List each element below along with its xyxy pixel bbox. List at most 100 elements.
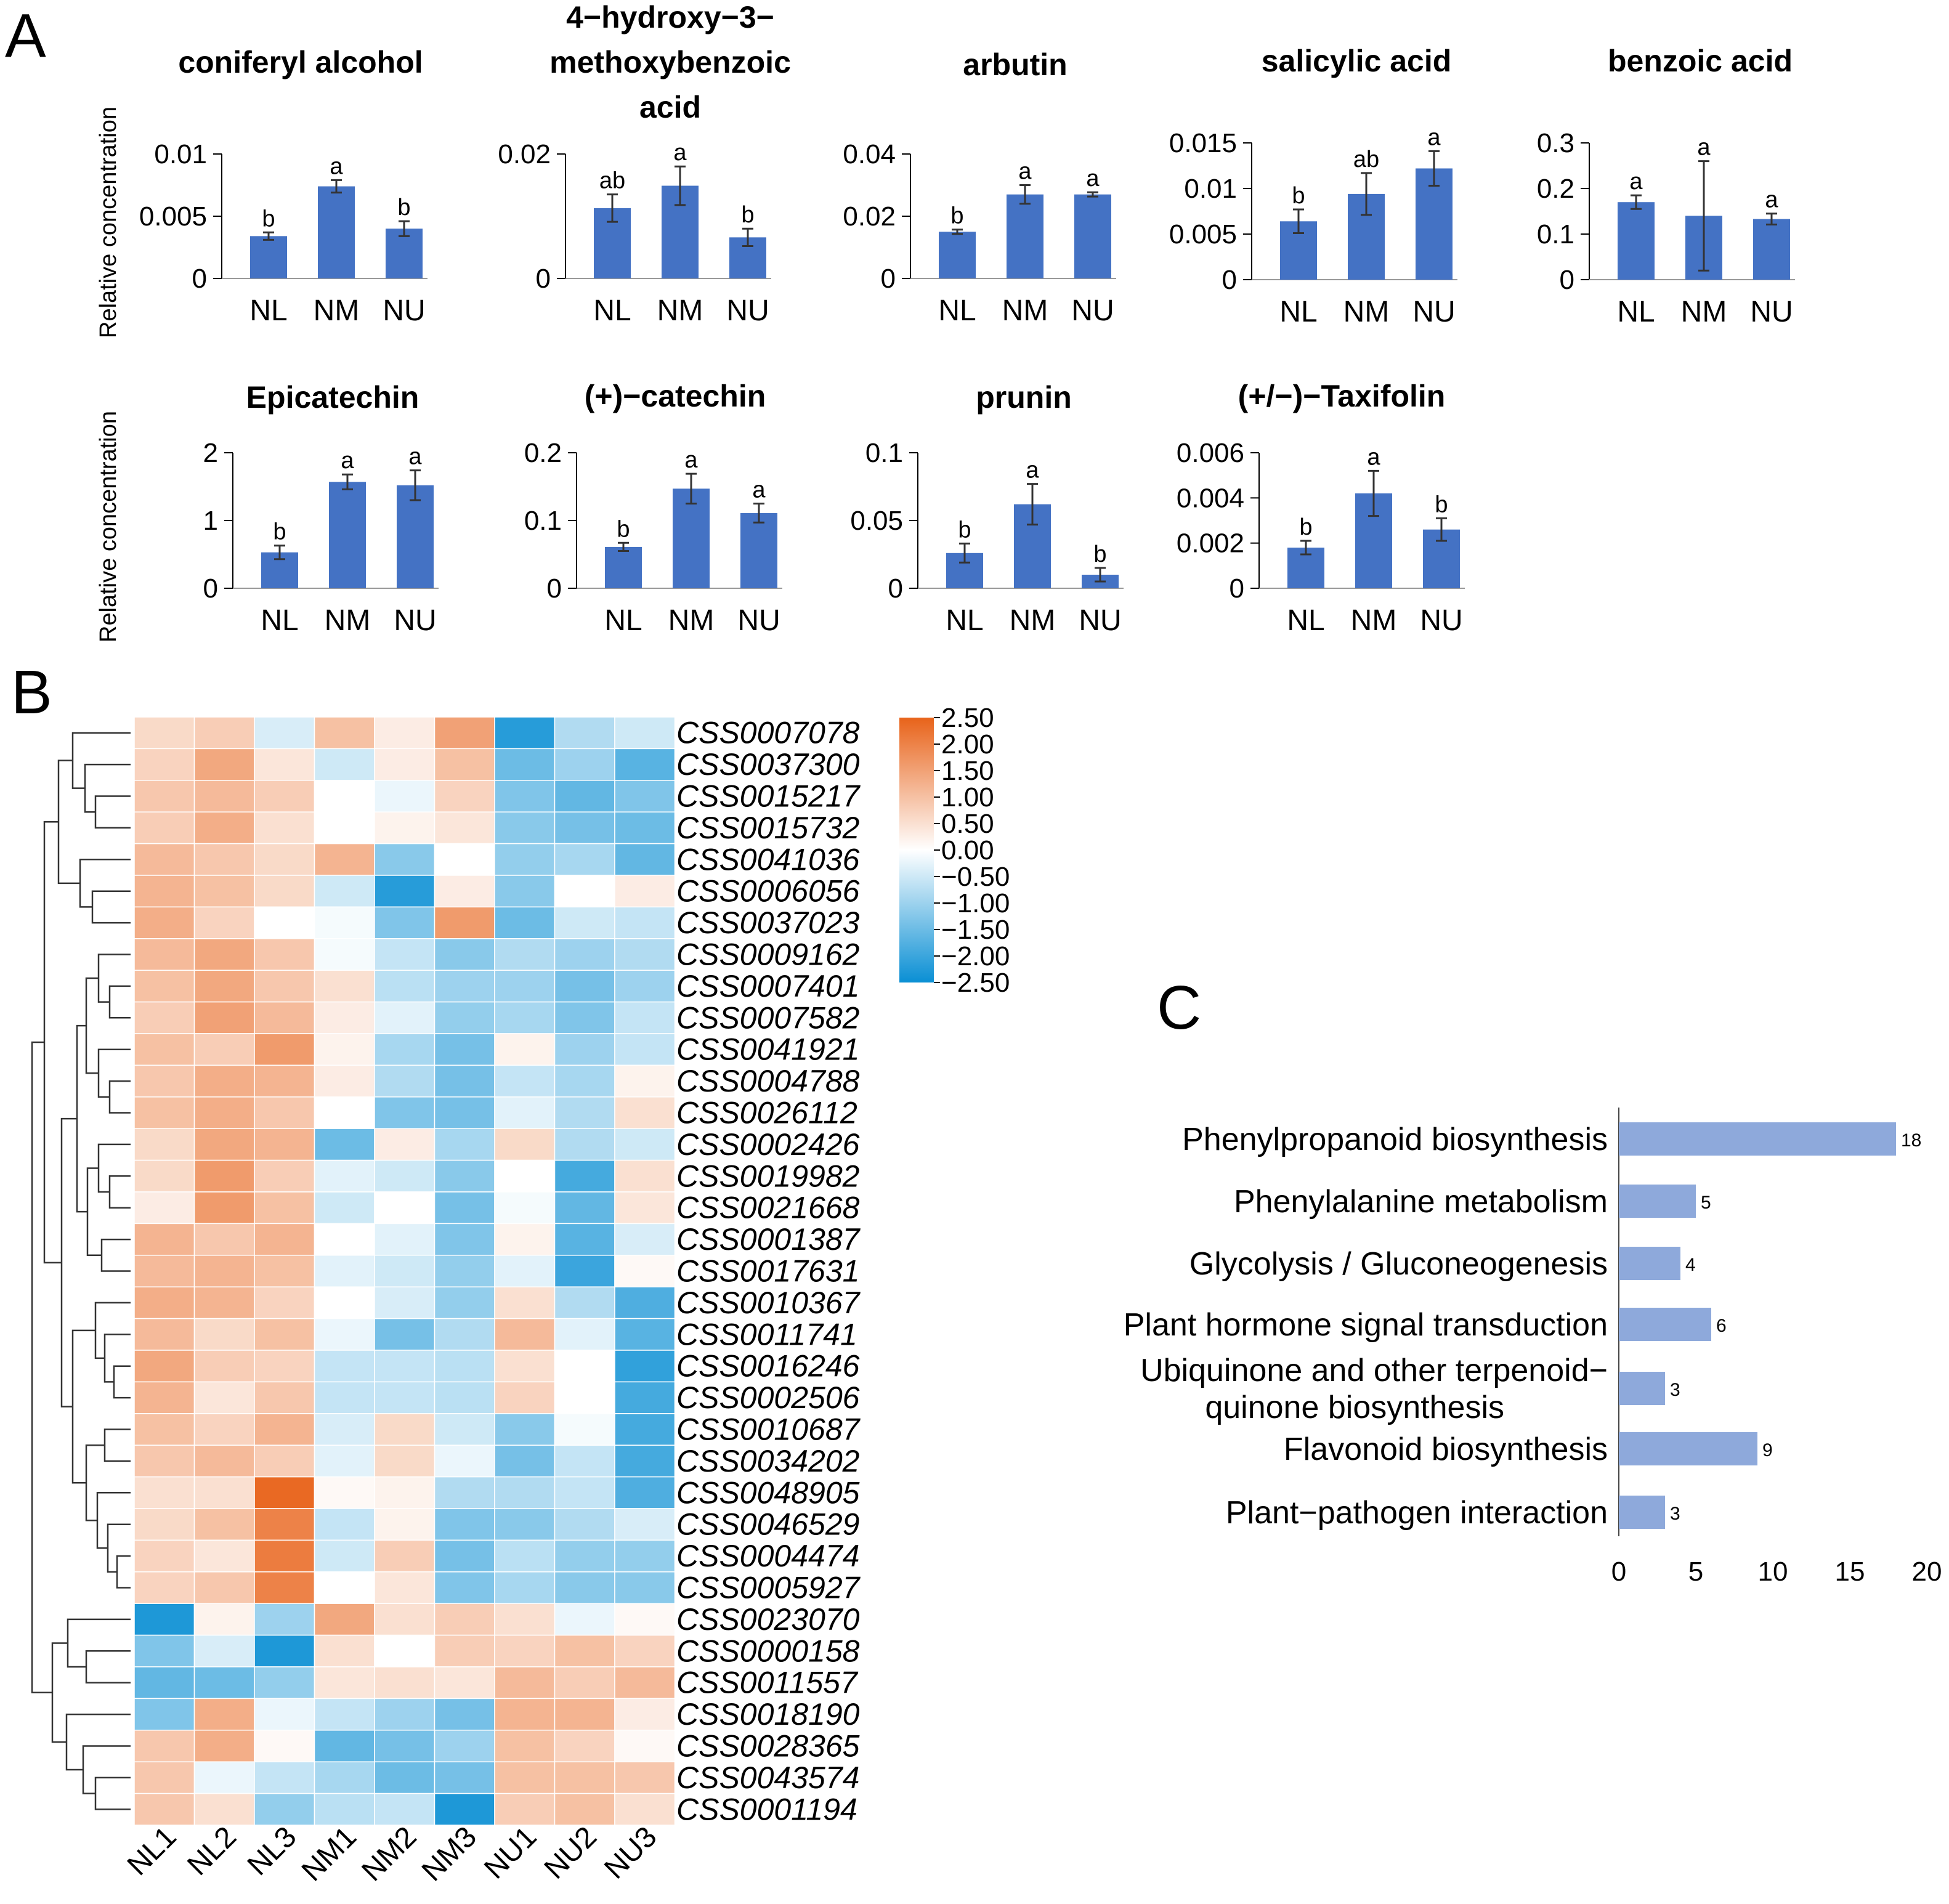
heatmap-cell-css0015217-nm3 bbox=[434, 780, 495, 812]
heatmap-cell-css0010367-nu3 bbox=[614, 1286, 676, 1319]
bar-chart-9: (+/−)−Taxifolin 0 0.002 0.004 0.006 b NL a NM b NU bbox=[1177, 379, 1465, 637]
kegg-category-label: Plant−pathogen interaction bbox=[1226, 1495, 1608, 1531]
heatmap-cell-css0037300-nm2 bbox=[374, 748, 436, 781]
heatmap-cell-css0019982-nm2 bbox=[374, 1159, 436, 1193]
y-tick-label: 0 bbox=[888, 573, 903, 604]
heatmap-cell-css0010367-nm2 bbox=[374, 1286, 436, 1319]
kegg-category-label: Phenylalanine metabolism bbox=[1234, 1184, 1608, 1220]
heatmap-cell-css0011741-nm3 bbox=[434, 1318, 495, 1351]
heatmap-cell-css0010367-nm3 bbox=[434, 1286, 495, 1319]
heatmap-cell-css0015217-nl2 bbox=[193, 780, 255, 812]
heatmap-cell-css0001387-nl3 bbox=[254, 1223, 315, 1256]
heatmap-cell-css0010367-nl2 bbox=[193, 1286, 255, 1319]
heatmap-cell-css0011741-nl1 bbox=[134, 1318, 195, 1351]
heatmap-cell-css0010687-nu1 bbox=[494, 1413, 556, 1446]
heatmap-cell-css0000158-nu3 bbox=[614, 1634, 676, 1667]
heatmap-cell-css0046529-nu3 bbox=[614, 1508, 676, 1541]
sample-label: NU2 bbox=[538, 1820, 603, 1885]
heatmap-cell-css0010687-nl1 bbox=[134, 1413, 195, 1446]
heatmap-cell-css0006056-nm1 bbox=[314, 875, 375, 908]
y-tick-label: 0 bbox=[536, 264, 551, 294]
legend-tick-label: 2.50 bbox=[941, 703, 994, 733]
heatmap-cell-css0018190-nu2 bbox=[554, 1698, 615, 1731]
heatmap-cell-css0007582-nm3 bbox=[434, 1001, 495, 1034]
heatmap-cell-css0034202-nm2 bbox=[374, 1444, 436, 1478]
bar-chart-2: 4−hydroxy−3−methoxybenzoicacid00.02abNLa… bbox=[498, 0, 791, 327]
heatmap-cell-css0011741-nl2 bbox=[193, 1318, 255, 1351]
heatmap-cell-css0048905-nl2 bbox=[193, 1476, 255, 1509]
heatmap-cell-css0007401-nl1 bbox=[134, 970, 195, 1003]
bar-nl bbox=[250, 236, 287, 278]
chart-title: acid bbox=[639, 90, 701, 124]
heatmap-cell-css0034202-nl2 bbox=[193, 1444, 255, 1478]
heatmap-cell-css0048905-nu1 bbox=[494, 1476, 556, 1509]
heatmap-cell-css0041921-nl2 bbox=[193, 1033, 255, 1066]
heatmap-cell-css0007078-nm2 bbox=[374, 716, 436, 750]
gene-label: CSS0010687 bbox=[676, 1412, 861, 1447]
heatmap-cell-css0007582-nm1 bbox=[314, 1001, 375, 1034]
heatmap-cell-css0037023-nu3 bbox=[614, 906, 676, 939]
heatmap-cell-css0004788-nm1 bbox=[314, 1064, 375, 1098]
kegg-category-label: quinone biosynthesis bbox=[1205, 1390, 1504, 1425]
heatmap-cell-css0028365-nu2 bbox=[554, 1730, 615, 1762]
y-tick-label: 0.004 bbox=[1177, 483, 1244, 513]
dendrogram-branch bbox=[31, 1041, 52, 1694]
heatmap-cell-css0015217-nm1 bbox=[314, 780, 375, 812]
heatmap-cell-css0037300-nl1 bbox=[134, 748, 195, 781]
category-label: NU bbox=[1071, 294, 1114, 327]
bar-nu bbox=[1416, 168, 1453, 280]
heatmap-cell-css0046529-nu1 bbox=[494, 1508, 556, 1541]
heatmap-cell-css0001194-nu1 bbox=[494, 1793, 556, 1826]
heatmap-cell-css0019982-nl3 bbox=[254, 1159, 315, 1193]
heatmap-cell-css0023070-nu2 bbox=[554, 1603, 615, 1636]
heatmap-cell-css0010367-nu2 bbox=[554, 1286, 615, 1319]
heatmap-cell-css0002506-nm2 bbox=[374, 1381, 436, 1414]
heatmap-cell-css0018190-nl2 bbox=[193, 1698, 255, 1731]
heatmap-cell-css0048905-nu3 bbox=[614, 1476, 676, 1509]
dendrogram-branch bbox=[94, 1776, 131, 1810]
heatmap-cell-css0041921-nl3 bbox=[254, 1033, 315, 1066]
heatmap-cell-css0023070-nm2 bbox=[374, 1603, 436, 1636]
sample-label: NU3 bbox=[598, 1820, 663, 1885]
heatmap-cell-css0026112-nl3 bbox=[254, 1096, 315, 1129]
heatmap-cell-css0001387-nl2 bbox=[193, 1223, 255, 1256]
dendrogram-branch bbox=[51, 1642, 68, 1743]
significance-label: b bbox=[397, 195, 410, 221]
heatmap-cell-css0028365-nl3 bbox=[254, 1730, 315, 1762]
heatmap-cell-css0019982-nu3 bbox=[614, 1159, 676, 1193]
heatmap-cell-css0028365-nl2 bbox=[193, 1730, 255, 1762]
sample-label: NL1 bbox=[121, 1820, 183, 1882]
heatmap-cell-css0034202-nl3 bbox=[254, 1444, 315, 1478]
heatmap-cell-css0015732-nl2 bbox=[193, 811, 255, 845]
kegg-bar bbox=[1619, 1496, 1665, 1529]
bar-chart-1: coniferyl alcohol 0 0.005 0.01 Relative conc… bbox=[95, 45, 427, 338]
category-label: NM bbox=[1002, 294, 1048, 327]
legend-tick-label: 1.00 bbox=[941, 782, 994, 812]
heatmap-cell-css0041036-nu3 bbox=[614, 843, 676, 876]
dendrogram-branch bbox=[85, 1444, 105, 1521]
heatmap-cell-css0011741-nu3 bbox=[614, 1318, 676, 1351]
heatmap-cell-css0016246-nu3 bbox=[614, 1350, 676, 1383]
heatmap-cell-css0007582-nu1 bbox=[494, 1001, 556, 1034]
heatmap-cell-css0016246-nl2 bbox=[193, 1350, 255, 1383]
heatmap-cell-css0005927-nm3 bbox=[434, 1571, 495, 1604]
heatmap-cell-css0037023-nm3 bbox=[434, 906, 495, 939]
heatmap-cell-css0017631-nl2 bbox=[193, 1255, 255, 1287]
gene-label: CSS0006056 bbox=[676, 874, 860, 909]
heatmap-cell-css0009162-nm1 bbox=[314, 938, 375, 971]
y-tick-label: 0.006 bbox=[1177, 438, 1244, 468]
heatmap-cell-css0006056-nu1 bbox=[494, 875, 556, 908]
heatmap-cell-css0018190-nu1 bbox=[494, 1698, 556, 1731]
heatmap-cell-css0041036-nl1 bbox=[134, 843, 195, 876]
heatmap-cell-css0041921-nm2 bbox=[374, 1033, 436, 1066]
heatmap-cell-css0021668-nm3 bbox=[434, 1191, 495, 1225]
heatmap-cell-css0001387-nu2 bbox=[554, 1223, 615, 1256]
heatmap-cell-css0041036-nl2 bbox=[193, 843, 255, 876]
bar-nl bbox=[1618, 202, 1655, 280]
kegg-x-tick-label: 0 bbox=[1611, 1557, 1626, 1587]
significance-label: ab bbox=[1353, 147, 1379, 172]
gene-label: CSS0001387 bbox=[676, 1222, 861, 1257]
heatmap-cell-css0028365-nm3 bbox=[434, 1730, 495, 1762]
y-tick-label: 0 bbox=[1222, 265, 1237, 295]
heatmap-cell-css0002506-nl1 bbox=[134, 1381, 195, 1414]
